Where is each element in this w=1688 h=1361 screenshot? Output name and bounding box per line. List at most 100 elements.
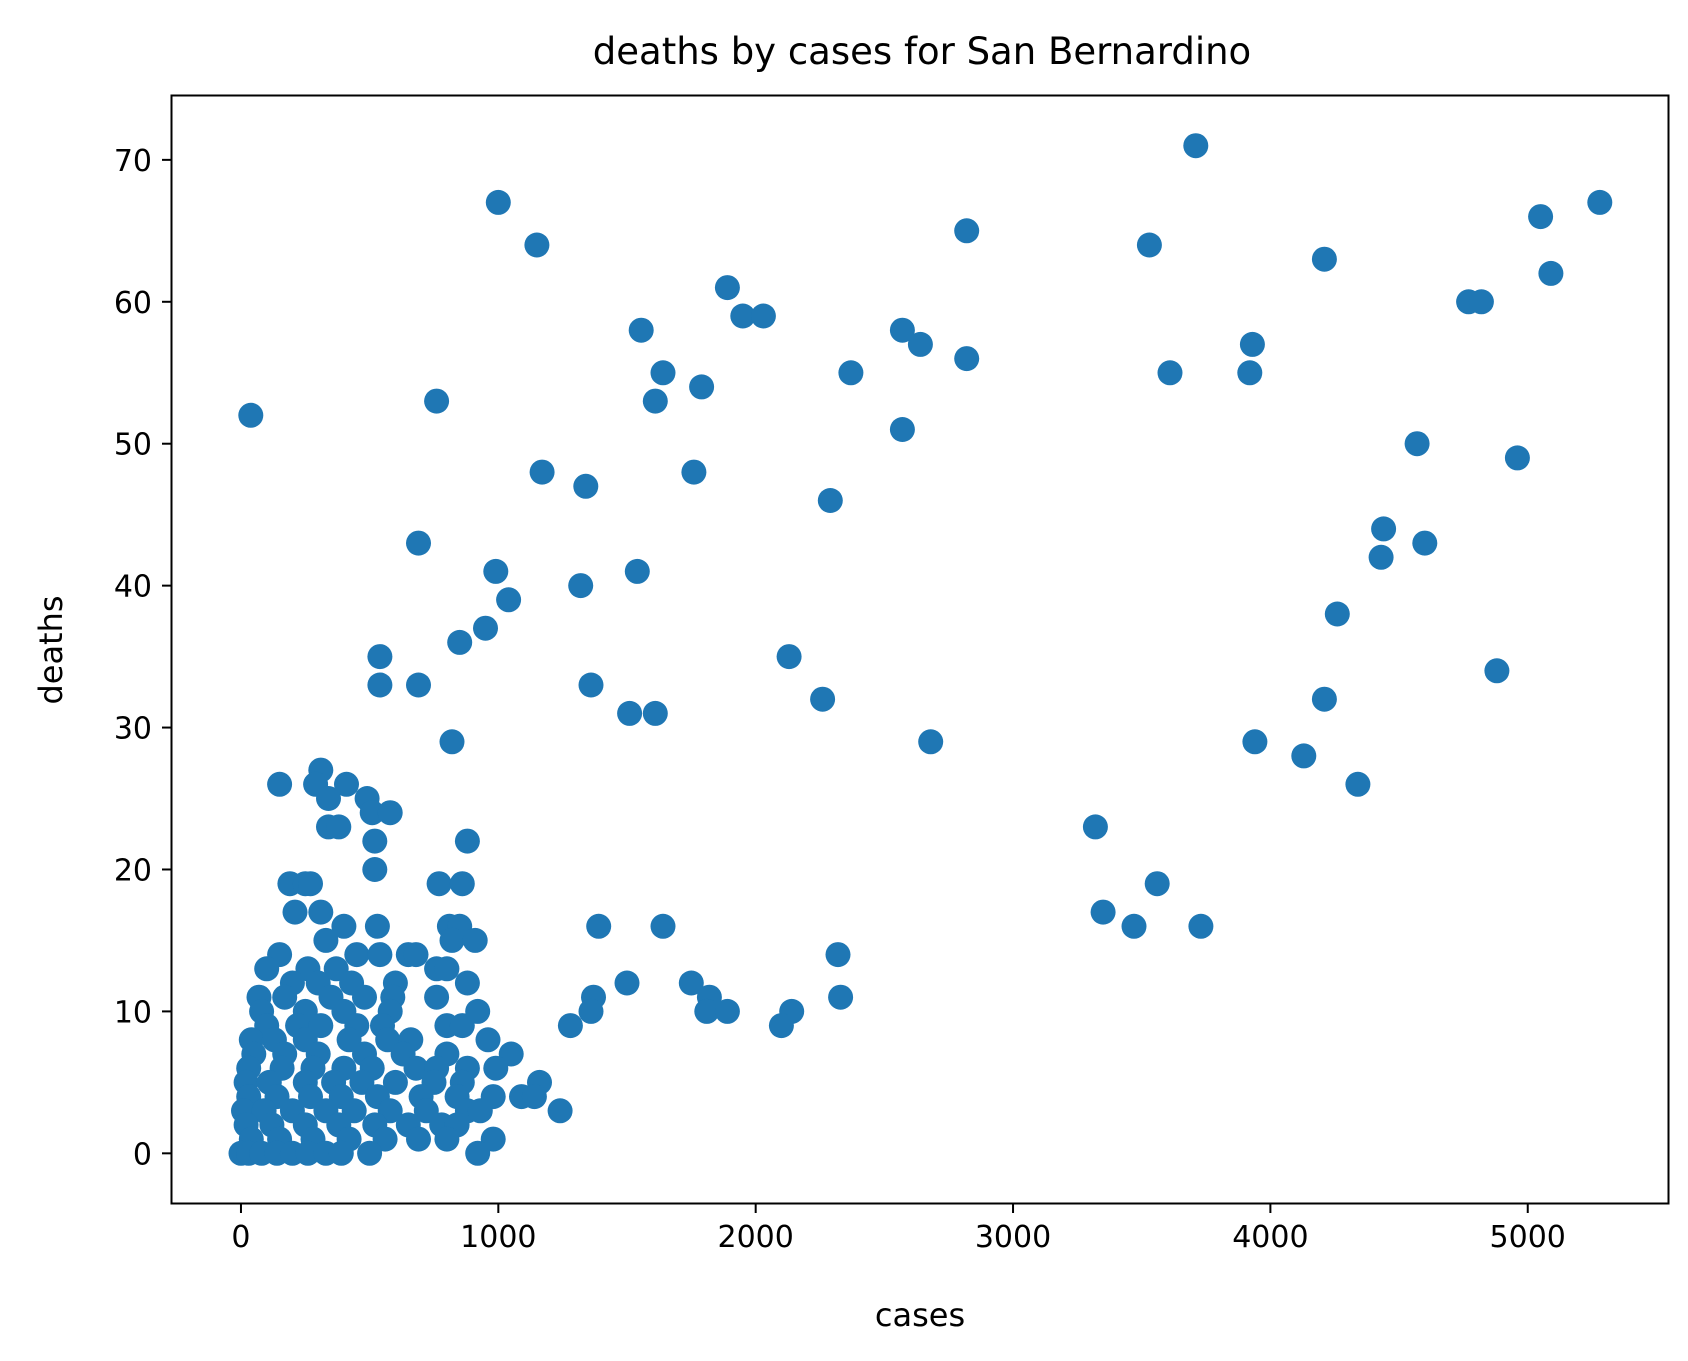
data-point	[272, 984, 298, 1010]
data-point	[1090, 899, 1116, 925]
data-point	[954, 218, 980, 244]
data-point	[267, 771, 293, 797]
data-point	[449, 871, 475, 897]
data-point	[578, 998, 604, 1024]
data-point	[1188, 913, 1214, 939]
data-point	[889, 317, 915, 343]
data-point	[475, 1027, 501, 1053]
data-point	[367, 942, 393, 968]
chart-title: deaths by cases for San Bernardino	[593, 30, 1251, 73]
data-point	[825, 942, 851, 968]
data-point	[529, 459, 555, 485]
data-point	[568, 573, 594, 599]
data-point	[1237, 360, 1263, 386]
data-point	[434, 1126, 460, 1152]
data-point	[586, 913, 612, 939]
data-point	[377, 800, 403, 826]
y-tick-label: 40	[114, 570, 152, 605]
data-point	[1311, 686, 1337, 712]
data-point	[449, 1013, 475, 1039]
data-point	[496, 587, 522, 613]
data-point	[298, 871, 323, 897]
data-point	[473, 615, 498, 641]
data-point	[485, 189, 511, 215]
data-point	[650, 360, 676, 386]
y-tick-label: 70	[114, 144, 152, 179]
data-point	[689, 374, 715, 400]
x-tick-label: 5000	[1490, 1220, 1566, 1255]
data-point	[524, 232, 550, 258]
data-point	[295, 1140, 321, 1166]
data-point	[1291, 743, 1317, 769]
data-point	[1144, 871, 1170, 897]
y-tick-label: 60	[114, 286, 152, 321]
data-point	[1538, 260, 1564, 286]
data-point	[406, 530, 431, 556]
data-point	[467, 1098, 493, 1124]
data-point	[362, 828, 388, 854]
data-point	[439, 729, 465, 755]
y-tick-label: 30	[114, 712, 152, 747]
data-point	[331, 913, 357, 939]
data-point	[678, 970, 704, 996]
data-point	[424, 388, 450, 414]
data-point	[344, 942, 370, 968]
data-point	[359, 800, 385, 826]
data-point	[403, 942, 429, 968]
data-point	[1528, 204, 1554, 230]
data-point	[1371, 516, 1397, 542]
data-point	[367, 644, 393, 670]
data-point	[714, 275, 740, 301]
data-point	[483, 1055, 509, 1081]
data-point	[403, 1055, 429, 1081]
data-point	[642, 388, 668, 414]
data-point	[439, 927, 465, 953]
data-point	[282, 899, 308, 925]
data-point	[1504, 445, 1530, 471]
data-point	[1368, 544, 1394, 570]
data-point	[316, 786, 341, 811]
data-point	[624, 558, 650, 584]
data-point	[1183, 133, 1209, 159]
x-tick-label: 3000	[975, 1220, 1051, 1255]
data-point	[238, 402, 264, 428]
data-point	[406, 672, 431, 698]
data-point	[681, 459, 707, 485]
data-point	[1311, 246, 1337, 272]
data-point	[382, 1069, 408, 1095]
data-point	[447, 629, 473, 655]
data-point	[1239, 331, 1265, 357]
data-point	[362, 857, 388, 882]
data-point	[521, 1084, 547, 1110]
y-tick-label: 50	[114, 428, 152, 463]
x-axis-label: cases	[875, 1296, 965, 1334]
x-tick-label: 0	[231, 1220, 250, 1255]
data-point	[1082, 814, 1108, 840]
y-tick-label: 20	[114, 853, 152, 888]
data-point	[367, 672, 393, 698]
data-point	[1121, 913, 1147, 939]
data-point	[838, 360, 864, 386]
x-tick-label: 2000	[717, 1220, 793, 1255]
data-point	[313, 927, 339, 953]
data-point	[557, 1013, 583, 1039]
y-axis-label: deaths	[32, 595, 70, 704]
data-point	[1242, 729, 1268, 755]
data-point	[1484, 658, 1510, 684]
data-point	[406, 1126, 431, 1152]
data-point	[730, 303, 756, 329]
y-tick-label: 10	[114, 995, 152, 1030]
data-point	[750, 303, 776, 329]
data-point	[817, 488, 843, 513]
data-point	[776, 644, 802, 670]
plot-frame	[170, 94, 1670, 1205]
data-point	[694, 998, 720, 1024]
data-point	[573, 473, 599, 499]
data-point	[1404, 431, 1430, 457]
data-point	[547, 1098, 573, 1124]
data-point	[642, 700, 668, 726]
data-point	[628, 317, 654, 343]
data-point	[483, 558, 509, 584]
data-point	[768, 1013, 794, 1039]
